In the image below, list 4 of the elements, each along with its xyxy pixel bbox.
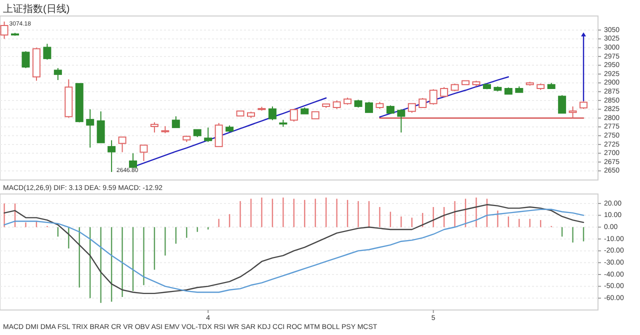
candlestick bbox=[86, 108, 94, 148]
chart-title: 上证指数(日线) bbox=[3, 3, 70, 15]
line-series bbox=[379, 76, 510, 118]
candlestick bbox=[108, 140, 116, 172]
